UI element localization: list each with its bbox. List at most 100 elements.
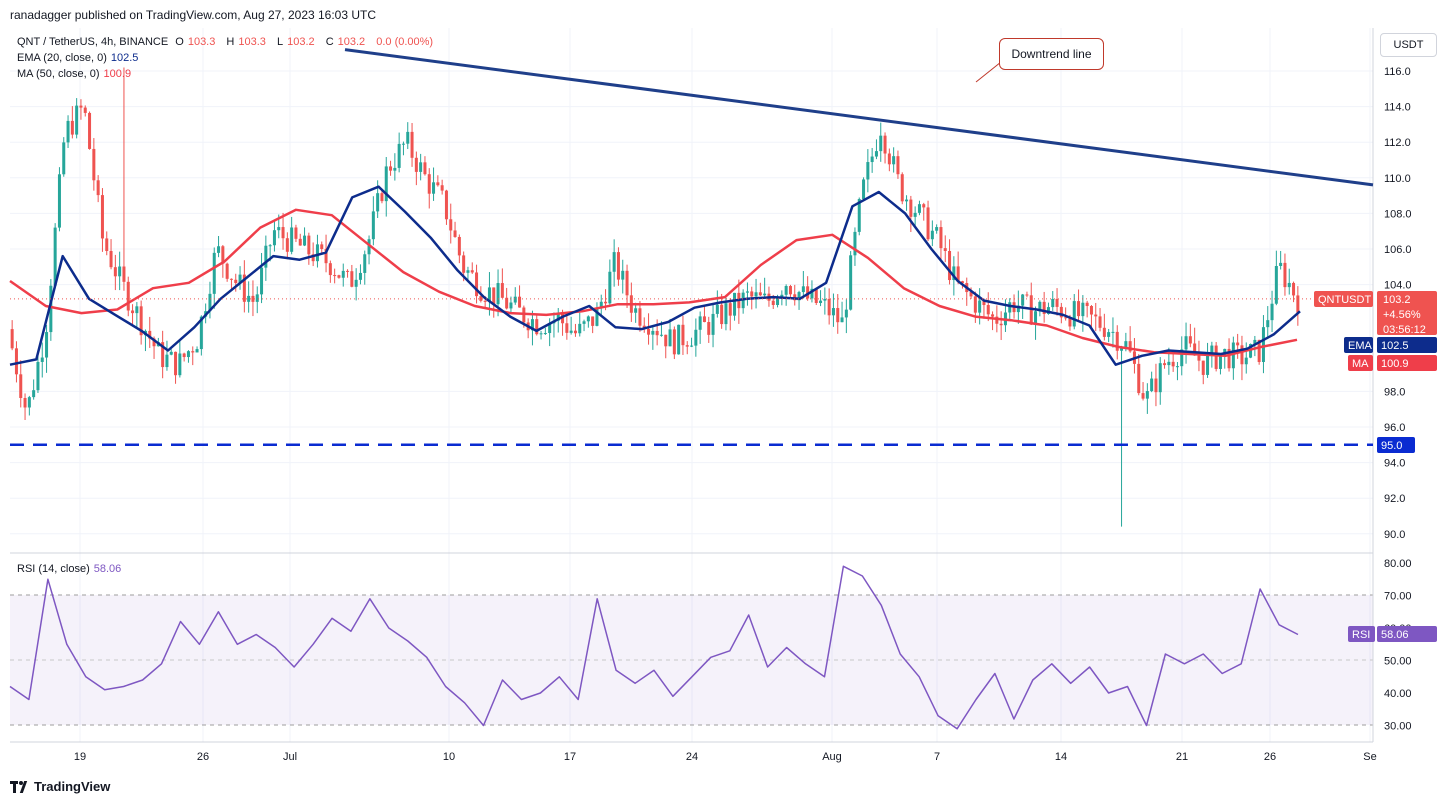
candle-body [668, 329, 672, 347]
candle-body [242, 274, 246, 302]
candle-body [758, 292, 762, 296]
candle-body [234, 279, 238, 284]
candle-body [354, 279, 358, 287]
rsi-name-tag-text: RSI [1352, 629, 1370, 641]
candle-body [397, 143, 401, 168]
symbol-line: QNT / TetherUS, 4h, BINANCE O 103.3 H 103.… [17, 36, 437, 48]
price-tick-label: 98.0 [1384, 386, 1405, 398]
price-tick-label: 92.0 [1384, 493, 1405, 505]
candle-body [1227, 348, 1231, 369]
candle-body [780, 294, 784, 298]
candle-body [548, 323, 552, 334]
candle-body [195, 349, 199, 353]
candle-body [457, 236, 461, 256]
candle-body [866, 162, 870, 180]
candle-body [367, 239, 371, 255]
candle-body [1085, 302, 1089, 307]
candle-body [436, 182, 440, 186]
candle-body [122, 266, 126, 282]
downtrend-annotation[interactable]: Downtrend line [999, 38, 1104, 70]
candle-body [483, 300, 487, 302]
ema-line [9, 185, 1301, 366]
candle-body [496, 283, 500, 305]
open-label: O [175, 36, 184, 48]
ma-value-tag-bg [1377, 355, 1437, 371]
candle-body [991, 314, 995, 317]
candle-body [453, 230, 457, 237]
candle-body [591, 316, 595, 326]
candle-body [152, 338, 156, 347]
candle-body [917, 204, 921, 213]
candle-body [1154, 378, 1158, 393]
candle-body [840, 317, 844, 323]
candle-body [1167, 361, 1171, 366]
symbol-tag-text: QNTUSDT [1318, 294, 1371, 306]
candle-body [208, 293, 212, 312]
tradingview-brand: TradingView [34, 779, 111, 794]
ma-name-tag-text: MA [1352, 358, 1369, 370]
candle-body [255, 294, 259, 302]
candle-body [40, 357, 44, 362]
candle-body [1034, 311, 1038, 325]
ema-legend[interactable]: EMA (20, close, 0) 102.5 [17, 52, 142, 64]
open-value: 103.3 [187, 36, 216, 48]
candle-body [745, 291, 749, 293]
candle-body [88, 112, 92, 149]
candle-body [1206, 353, 1210, 375]
candle-body [113, 267, 117, 277]
candle-body [96, 180, 100, 196]
candle-body [750, 291, 754, 297]
candle-body [384, 166, 388, 202]
candle-body [66, 120, 70, 143]
candle-body [247, 295, 251, 302]
candle-body [1111, 331, 1115, 333]
candle-body [1158, 363, 1162, 393]
candle-body [625, 270, 629, 296]
candle-body [831, 308, 835, 316]
candle-body [900, 174, 904, 202]
candle-body [260, 267, 264, 295]
candles [10, 67, 1300, 527]
candle-body [178, 353, 182, 376]
candle-body [186, 351, 190, 358]
candle-body [1180, 349, 1184, 367]
candle-body [857, 199, 861, 232]
tradingview-footer[interactable]: TradingView [10, 779, 110, 794]
candle-body [148, 330, 152, 339]
candle-body [948, 250, 952, 281]
candle-body [79, 105, 83, 108]
low-label: L [276, 36, 284, 48]
candle-body [139, 306, 143, 336]
candle-body [634, 308, 638, 313]
currency-button[interactable]: USDT [1380, 33, 1437, 57]
candle-body [935, 227, 939, 231]
candle-body [1218, 354, 1222, 369]
candle-body [1025, 294, 1029, 296]
candle-body [27, 397, 31, 408]
candle-body [479, 296, 483, 301]
candle-body [1292, 282, 1296, 296]
candle-body [763, 293, 767, 296]
candle-body [909, 199, 913, 217]
candle-body [229, 278, 233, 280]
candle-body [449, 219, 453, 231]
price-tick-label: 108.0 [1384, 208, 1412, 220]
candle-body [685, 345, 689, 347]
candle-body [530, 319, 534, 331]
time-tick-label: 17 [564, 751, 576, 763]
overlay: QNTUSDT 103.2 +4.56% 03:56:12 EMA 102.5 MA 100.… [10, 48, 1437, 642]
candle-body [505, 297, 509, 309]
candle-body [1145, 391, 1149, 399]
candle-body [1089, 306, 1093, 315]
candle-body [616, 252, 620, 280]
candle-body [595, 307, 599, 326]
candle-body [1193, 343, 1197, 356]
rsi-tick-label: 50.00 [1384, 656, 1412, 668]
rsi-tick-label: 30.00 [1384, 721, 1412, 733]
candle-body [827, 298, 831, 316]
ma-legend[interactable]: MA (50, close, 0) 100.9 [17, 68, 135, 80]
candle-body [1038, 301, 1042, 312]
rsi-legend[interactable]: RSI (14, close) 58.06 [17, 563, 125, 575]
candle-body [174, 351, 178, 376]
